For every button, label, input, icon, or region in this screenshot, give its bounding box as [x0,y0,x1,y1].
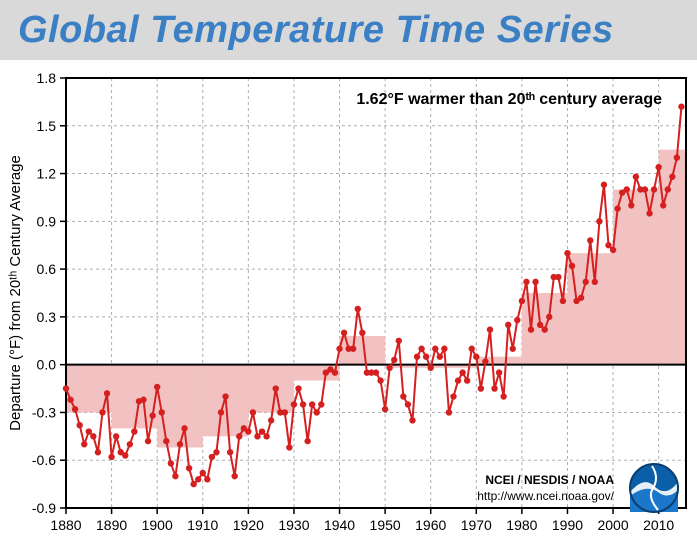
svg-text:1900: 1900 [142,517,173,533]
chart-svg: 1880 1890 1900 1910 1920 1930 1940 1950 1960 1970… [0,60,697,543]
svg-text:-0.9: -0.9 [32,500,56,516]
page-title: Global Temperature Time Series [18,9,614,52]
svg-text:1.2: 1.2 [37,166,57,182]
svg-text:1940: 1940 [324,517,355,533]
svg-text:1880: 1880 [50,517,81,533]
title-bar: Global Temperature Time Series [0,0,697,60]
svg-text:NCEI / NESDIS / NOAA: NCEI / NESDIS / NOAA [485,473,614,487]
svg-text:1980: 1980 [506,517,537,533]
svg-text:1.62°F warmer than 20ᵗʰ centur: 1.62°F warmer than 20ᵗʰ century average [356,91,662,108]
svg-text:2000: 2000 [597,517,628,533]
svg-text:1960: 1960 [415,517,446,533]
chart-area: 1880 1890 1900 1910 1920 1930 1940 1950 1960 1970… [0,60,697,543]
svg-text:1950: 1950 [370,517,401,533]
svg-text:0.6: 0.6 [37,261,57,277]
svg-text:0.9: 0.9 [37,213,57,229]
svg-text:1.5: 1.5 [37,118,57,134]
svg-text:0.0: 0.0 [37,357,57,373]
svg-text:1920: 1920 [233,517,264,533]
svg-text:1930: 1930 [278,517,309,533]
svg-text:1970: 1970 [461,517,492,533]
svg-text:1.8: 1.8 [37,70,57,86]
svg-text:2010: 2010 [643,517,674,533]
svg-text:Departure (°F) from 20ᵗʰ Centu: Departure (°F) from 20ᵗʰ Century Average [7,155,24,431]
svg-text:1910: 1910 [187,517,218,533]
svg-text:-0.3: -0.3 [32,404,56,420]
svg-text:1890: 1890 [96,517,127,533]
svg-text:1990: 1990 [552,517,583,533]
svg-text:-0.6: -0.6 [32,452,56,468]
svg-text:0.3: 0.3 [37,309,57,325]
svg-text:http://www.ncei.noaa.gov/: http://www.ncei.noaa.gov/ [477,489,614,503]
